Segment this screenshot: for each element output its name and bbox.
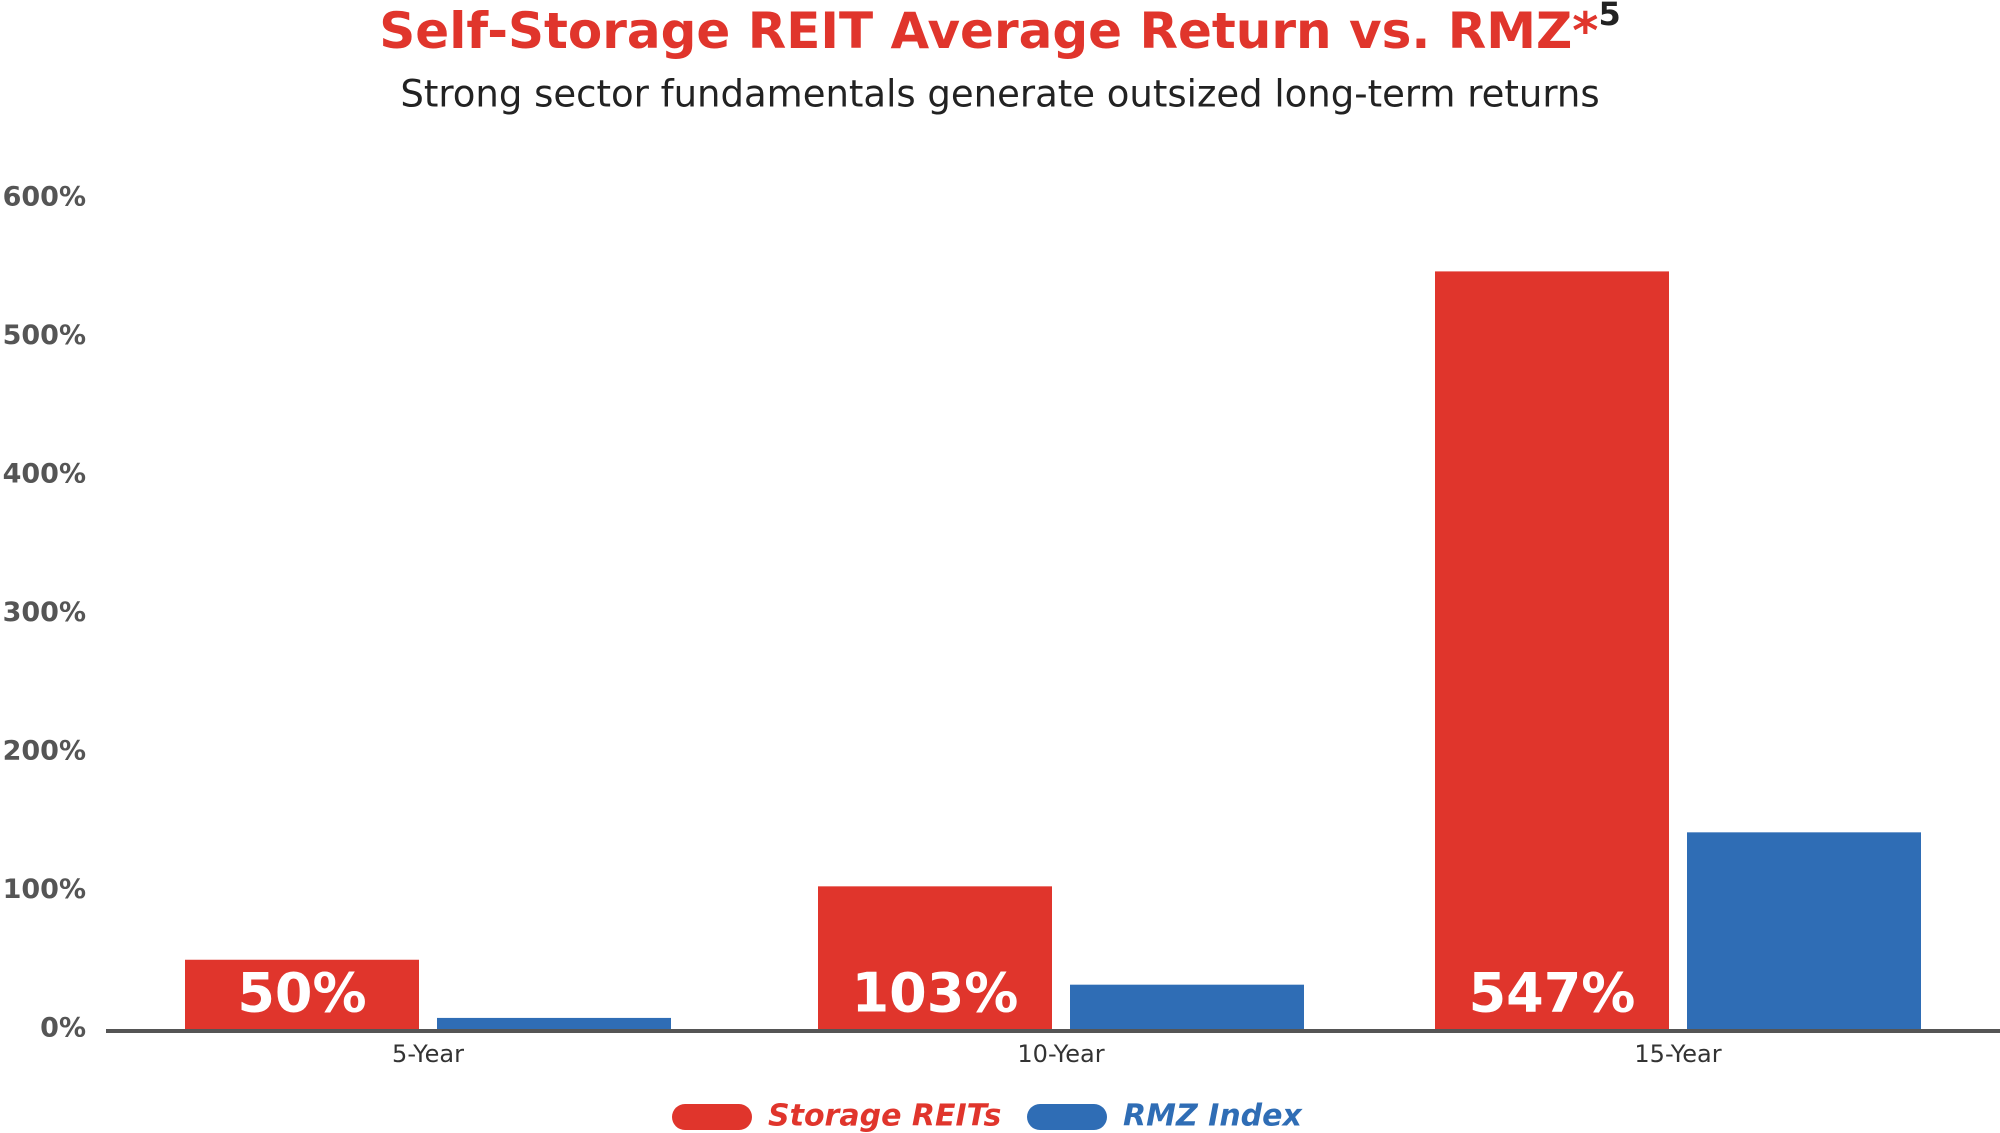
title-text: Self-Storage REIT Average Return vs. RMZ… xyxy=(379,2,1598,60)
value-label: 50% xyxy=(237,962,366,1025)
value-label: 547% xyxy=(1469,962,1636,1025)
y-tick-label: 200% xyxy=(3,736,86,767)
x-tick-label: 10-Year xyxy=(1017,1040,1104,1068)
bar xyxy=(818,886,1052,1029)
y-tick-label: 600% xyxy=(3,182,86,213)
chart-title: Self-Storage REIT Average Return vs. RMZ… xyxy=(379,0,1620,60)
value-label: 103% xyxy=(852,962,1019,1025)
chart-subtitle: Strong sector fundamentals generate outs… xyxy=(400,73,1599,116)
bar xyxy=(185,959,419,1029)
legend-swatch xyxy=(672,1104,752,1130)
y-tick-label: 100% xyxy=(3,874,86,905)
x-tick-label: 15-Year xyxy=(1634,1040,1721,1068)
legend-label: Storage REITs xyxy=(768,1099,1001,1133)
y-tick-label: 0% xyxy=(40,1013,86,1044)
y-tick-label: 400% xyxy=(3,459,86,490)
legend-swatch xyxy=(1027,1104,1107,1130)
bar xyxy=(437,1017,671,1029)
y-tick-label: 300% xyxy=(3,597,86,628)
x-tick-label: 5-Year xyxy=(392,1040,464,1068)
bar xyxy=(1435,271,1669,1029)
bar xyxy=(1687,832,1921,1029)
bar xyxy=(1070,984,1304,1029)
legend-label: RMZ Index xyxy=(1123,1099,1303,1133)
title-superscript: 5 xyxy=(1598,0,1620,33)
y-tick-label: 500% xyxy=(3,320,86,351)
